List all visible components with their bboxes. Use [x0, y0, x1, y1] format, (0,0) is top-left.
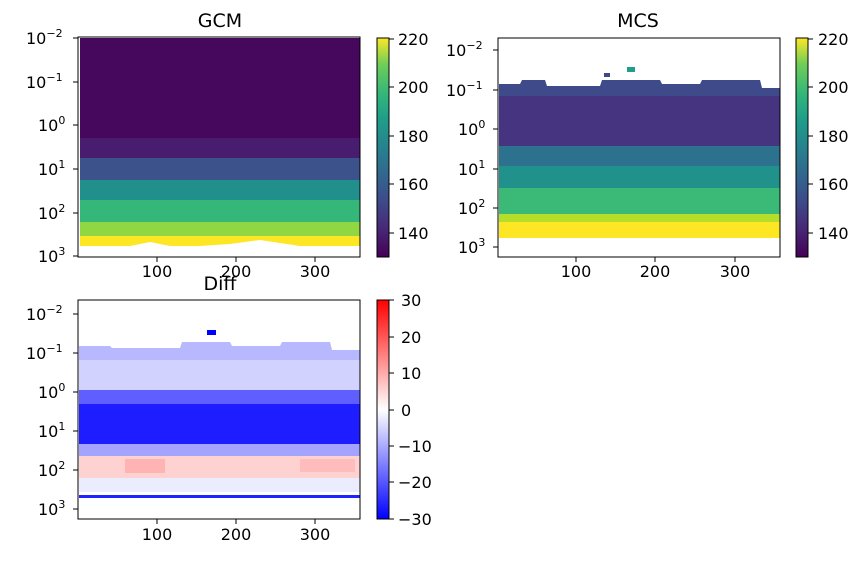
x-tick-label: 100 [142, 525, 173, 544]
colorbar-gradient [376, 299, 390, 520]
y-axis: 10−2 10−1 100 101 102 103 [26, 27, 78, 266]
heatmap-layer-mid-blue [79, 390, 360, 404]
heatmap-top-edge [79, 342, 360, 360]
heatmap-layer-yellow [499, 222, 780, 238]
panel-mcs: MCS 100 200 300 [446, 10, 849, 281]
heatmap-layer-bottom-line [79, 495, 360, 498]
panel-title: MCS [617, 10, 659, 32]
x-axis: 100 200 300 [142, 519, 331, 544]
colorbar-gradient [795, 37, 809, 258]
y-tick-label: 10−2 [26, 303, 63, 324]
axes-frame [497, 37, 781, 258]
panel-title: GCM [198, 10, 242, 32]
heatmap-layer-green [499, 188, 780, 214]
y-tick-label: 103 [38, 498, 65, 519]
y-tick-label: 10−2 [446, 39, 483, 60]
heatmap-layer-green [80, 200, 360, 222]
colorbar-tick-label: 180 [818, 127, 849, 146]
y-tick-label: 103 [38, 245, 65, 266]
colorbar: 140 160 180 200 220 [795, 30, 849, 258]
y-tick-label: 103 [458, 236, 485, 257]
axes-frame [77, 299, 361, 520]
heatmap-layer-mid [499, 146, 780, 166]
heatmap-top-edge [499, 80, 780, 96]
colorbar: −30 −20 −10 0 10 20 30 [376, 291, 432, 529]
panel-title: Diff [204, 273, 238, 295]
colorbar-tick-label: 220 [818, 30, 849, 49]
y-axis: 10−2 10−1 100 101 102 103 [446, 39, 498, 257]
heatmap-layer-upper [80, 38, 360, 138]
colorbar-tick-label: 160 [398, 175, 429, 194]
colorbar-tick-label: 140 [818, 224, 849, 243]
x-tick-label: 300 [720, 262, 751, 281]
heatmap-patch [207, 330, 216, 335]
heatmap-bottom-edge [80, 240, 360, 258]
y-tick-label: 10−2 [26, 27, 63, 48]
colorbar-tick-label: 220 [398, 30, 429, 49]
y-tick-label: 10−1 [446, 79, 483, 100]
colorbar-tick-label: 140 [398, 224, 429, 243]
x-axis: 100 200 300 [142, 257, 331, 281]
heatmap-layer-teal [80, 180, 360, 200]
y-tick-label: 101 [38, 420, 65, 441]
heatmap-layer-mid [80, 158, 360, 180]
heatmap-layer-teal [499, 166, 780, 188]
x-tick-label: 300 [300, 262, 331, 281]
panel-diff: Diff 100 200 300 10−2 10−1 100 101 102 1… [26, 273, 432, 544]
colorbar: 140 160 180 200 220 [376, 30, 429, 258]
heatmap-layer-upper [499, 96, 780, 146]
colorbar-tick-label: 160 [818, 175, 849, 194]
heatmap-layer-lime [80, 222, 360, 236]
heatmap-patch [604, 73, 610, 77]
heatmap-field [79, 330, 360, 498]
heatmap-layer-strong-blue [79, 404, 360, 444]
colorbar-tick-label: −30 [398, 510, 432, 529]
y-tick-label: 101 [458, 158, 485, 179]
heatmap-field [499, 67, 780, 238]
axes-frame [77, 36, 361, 258]
heatmap-layer-lime [499, 214, 780, 222]
colorbar-tick-label: 10 [401, 364, 421, 383]
x-tick-label: 100 [142, 262, 173, 281]
x-tick-label: 200 [221, 262, 252, 281]
colorbar-tick-label: 30 [401, 291, 421, 310]
y-tick-label: 100 [38, 114, 65, 135]
colorbar-gradient [376, 37, 390, 258]
heatmap-layer-fading-blue [79, 444, 360, 456]
heatmap-layer-dark [80, 138, 360, 158]
colorbar-tick-label: 200 [398, 78, 429, 97]
heatmap-layer-light-blue [79, 360, 360, 390]
heatmap-layer-pale [79, 478, 360, 492]
heatmap-patch [125, 459, 165, 473]
panel-gcm: GCM 100 200 300 10−2 [26, 10, 429, 281]
y-tick-label: 10−1 [26, 71, 63, 92]
colorbar-tick-label: −10 [398, 437, 432, 456]
y-tick-label: 101 [38, 158, 65, 179]
colorbar-tick-label: 200 [818, 78, 849, 97]
y-axis: 10−2 10−1 100 101 102 103 [26, 303, 78, 519]
colorbar-tick-label: 0 [401, 401, 411, 420]
y-tick-label: 102 [38, 202, 65, 223]
colorbar-tick-label: 180 [398, 127, 429, 146]
y-tick-label: 102 [458, 197, 485, 218]
y-tick-label: 100 [38, 381, 65, 402]
x-tick-label: 200 [221, 525, 252, 544]
y-tick-label: 100 [458, 118, 485, 139]
x-axis: 100 200 300 [561, 257, 751, 281]
heatmap-patch [300, 459, 355, 472]
y-tick-label: 102 [38, 459, 65, 480]
colorbar-tick-label: 20 [401, 328, 421, 347]
heatmap-patch [627, 67, 635, 72]
x-tick-label: 100 [561, 262, 592, 281]
heatmap-field [80, 38, 360, 258]
x-tick-label: 300 [300, 525, 331, 544]
y-tick-label: 10−1 [26, 342, 63, 363]
x-tick-label: 200 [640, 262, 671, 281]
colorbar-tick-label: −20 [398, 473, 432, 492]
